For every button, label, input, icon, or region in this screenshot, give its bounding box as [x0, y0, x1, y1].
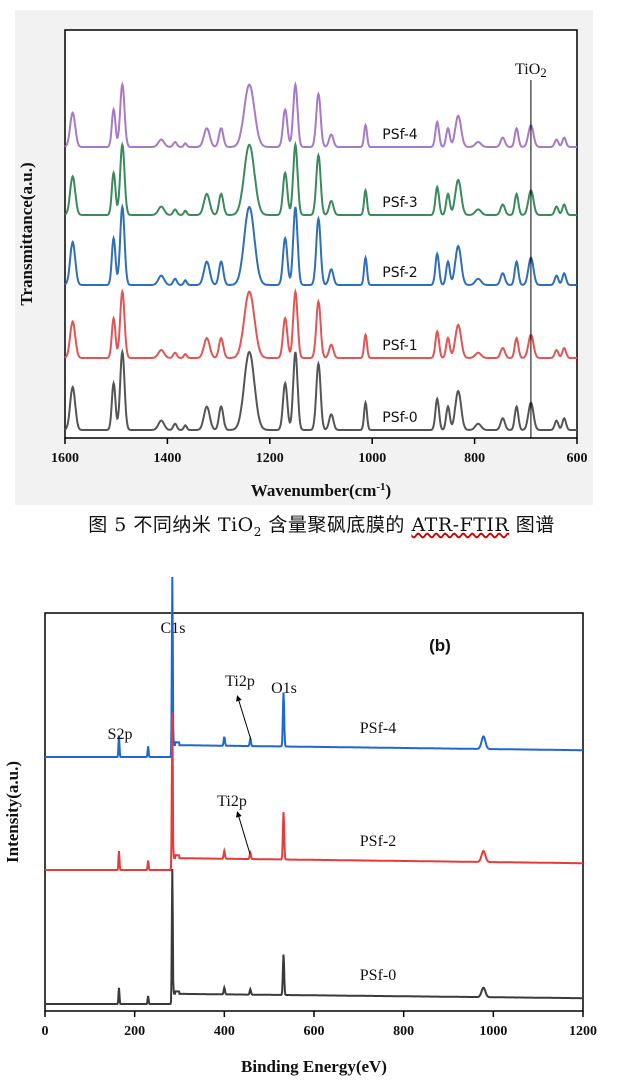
xps-series-line-psf-0: [45, 868, 583, 1005]
xps-panel-label: (b): [429, 636, 451, 655]
xps-x-tick-label: 1000: [479, 1024, 507, 1039]
ftir-x-axis-title: Wavenumber(cm-1): [251, 481, 391, 500]
xps-peak-label-ti2p-psf2: Ti2p: [217, 793, 247, 810]
ftir-series-label-psf-0: PSf-0: [382, 410, 417, 426]
xps-x-axis-title: Binding Energy(eV): [241, 1057, 387, 1076]
xps-peak-label-c1s: C1s: [161, 620, 186, 637]
xps-plot-frame: [44, 612, 584, 1012]
ftir-y-axis-title: Transmittance(a.u.): [17, 162, 36, 305]
xps-series-line-psf-4: [45, 576, 583, 758]
xps-peak-label-o1s: O1s: [271, 680, 297, 697]
xps-series-group: PSf-4 PSf-2 PSf-0: [45, 576, 583, 1005]
xps-series-label-psf-4: PSf-4: [360, 720, 396, 737]
ftir-series-label-psf-3: PSf-3: [382, 195, 417, 211]
ftir-x-tick-label: 1600: [51, 451, 79, 466]
ftir-series-line-psf-1: [64, 287, 577, 359]
ftir-series-label-psf-4: PSf-4: [382, 127, 418, 143]
ftir-tio2-annotation: TiO2: [515, 61, 547, 438]
xps-peak-label-ti2p-psf4: Ti2p: [225, 673, 255, 690]
xps-x-tick-label: 800: [393, 1024, 414, 1039]
ftir-series-line-psf-3: [64, 140, 577, 217]
xps-x-tick-label: 0: [42, 1024, 49, 1039]
xps-x-tick-label: 600: [304, 1024, 325, 1039]
ftir-series-group: PSf-4 PSf-3 PSf-2 PSf-1 PSf-0: [64, 81, 577, 431]
xps-peak-labels: C1s S2p O1s Ti2p Ti2p: [108, 620, 297, 855]
xps-series-label-psf-2: PSf-2: [360, 833, 396, 850]
xps-x-ticks: 0 200 400 600 800 1000 1200: [42, 1011, 597, 1039]
ftir-series-line-psf-0: [64, 348, 577, 431]
ftir-x-tick-label: 1400: [153, 451, 181, 466]
xps-x-tick-label: 200: [124, 1024, 145, 1039]
xps-series-label-psf-0: PSf-0: [360, 967, 396, 984]
xps-chart: PSf-4 PSf-2 PSf-0 0 200 400 600 800 1000 1200 C1…: [3, 576, 597, 1076]
ftir-x-tick-label: 1200: [256, 451, 284, 466]
xps-x-tick-label: 400: [214, 1024, 235, 1039]
tio2-marker-label: TiO2: [515, 61, 547, 80]
figure-caption: 图 5 不同纳米 TiO2 含量聚砜底膜的 ATR-FTIR 图谱: [88, 514, 555, 539]
ftir-series-label-psf-2: PSf-2: [382, 265, 417, 281]
ftir-x-tick-label: 800: [464, 451, 485, 466]
ftir-x-tick-label: 1000: [358, 451, 386, 466]
xps-y-axis-title: Intensity(a.u.): [3, 761, 22, 863]
ftir-chart: PSf-4 PSf-3 PSf-2 PSf-1 PSf-0 1600 1400 1200 10…: [15, 10, 593, 505]
ftir-series-label-psf-1: PSf-1: [382, 338, 417, 354]
xps-series-line-psf-2: [45, 712, 583, 871]
xps-x-tick-label: 1200: [569, 1024, 597, 1039]
xps-ti2p-arrow-psf2: [235, 811, 251, 855]
xps-peak-label-s2p: S2p: [108, 726, 133, 743]
ftir-series-line-psf-2: [64, 203, 577, 286]
xps-ti2p-arrow-psf4: [236, 695, 252, 741]
ftir-series-line-psf-4: [64, 81, 577, 148]
ftir-x-tick-label: 600: [567, 451, 588, 466]
ftir-x-ticks: 1600 1400 1200 1000 800 600: [51, 438, 588, 466]
